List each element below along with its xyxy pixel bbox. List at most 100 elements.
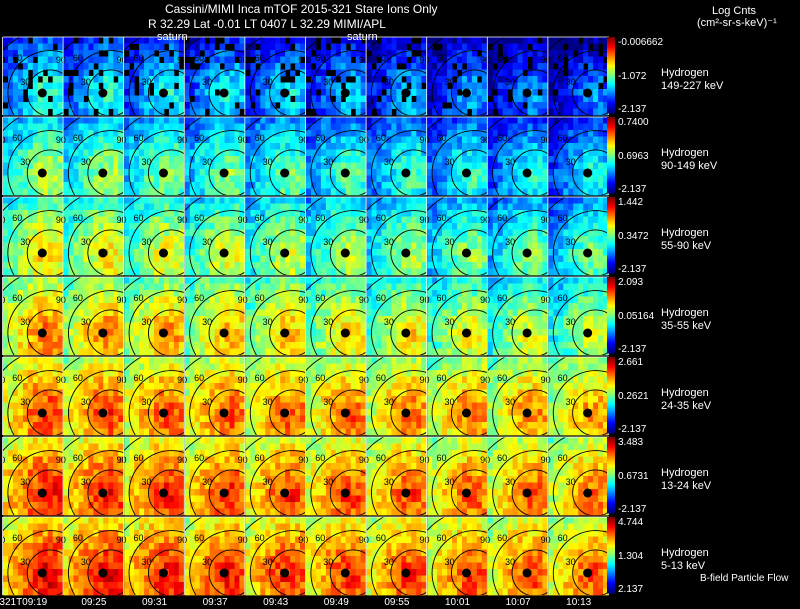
colorbar-max-value: 2.093	[618, 277, 644, 288]
contour-label: 60	[255, 213, 265, 223]
heatmap-panel: 30 60 90	[238, 197, 306, 276]
heatmap-panel: 30 60 90	[419, 37, 488, 116]
species-label: Hydrogen	[661, 307, 709, 319]
contour-label: 30	[141, 237, 151, 247]
heatmap-panel: 30 60 90	[238, 357, 306, 436]
heatmap-panel: 30 60 90	[359, 117, 427, 196]
contour-label: 60	[73, 453, 83, 463]
units-label: Log Cnts	[712, 5, 757, 17]
heatmap-panel: 30 60 90	[0, 197, 63, 276]
colorbar-mid-value: 0.6963	[618, 151, 649, 162]
contour-label: 90	[419, 455, 429, 465]
contour-label: 60	[255, 373, 265, 383]
contour-label: 30	[505, 237, 515, 247]
contour-label: 30	[202, 77, 212, 87]
colorbar-max-value: 3.483	[618, 437, 644, 448]
contour-label: 30	[20, 77, 30, 87]
contour-label: 30	[566, 557, 576, 567]
contour-label: 30	[20, 317, 30, 327]
heatmap-panel: 30 60 90	[480, 117, 548, 196]
time-tick-label: 09:55	[384, 597, 410, 608]
colorbar-mid-value: 0.05164	[618, 311, 655, 322]
contour-label: 90	[177, 375, 187, 385]
contour-label: 30	[505, 317, 515, 327]
contour-label: 60	[133, 453, 143, 463]
contour-label: 60	[376, 133, 386, 143]
contour-label: 30	[20, 477, 30, 487]
contour-label: 60	[12, 213, 22, 223]
heatmap-panel: 30 60 90	[238, 277, 306, 356]
energy-range-label: 13-24 keV	[661, 480, 712, 492]
contour-label: 30	[202, 237, 212, 247]
heatmap-panel: 30 60 90	[177, 437, 245, 516]
contour-label: 90	[419, 135, 429, 145]
contour-label: 30	[444, 477, 454, 487]
contour-label: 30	[81, 237, 91, 247]
contour-label: 90	[238, 135, 248, 145]
contour-label: 90	[56, 55, 66, 65]
contour-label: 60	[436, 133, 446, 143]
contour-label: 30	[141, 77, 151, 87]
contour-label: 30	[202, 557, 212, 567]
heatmap-panel: 30 60 90	[238, 437, 306, 516]
contour-label: 90	[541, 215, 551, 225]
contour-label: 30	[141, 317, 151, 327]
contour-label: 90	[541, 535, 551, 545]
contour-label: 60	[436, 453, 446, 463]
contour-label: 30	[323, 237, 333, 247]
heatmap-panel: 30 60 90	[419, 437, 488, 516]
contour-label: 90	[419, 55, 429, 65]
contour-label: 90	[116, 215, 126, 225]
contour-label: 60	[12, 533, 22, 543]
heatmap-panel: 30 60 90	[541, 117, 609, 196]
heatmap-panel: 30 60 90	[56, 37, 124, 116]
contour-label: 90	[359, 295, 369, 305]
contour-label: 60	[73, 293, 83, 303]
contour-label: 60	[497, 213, 507, 223]
contour-label: 60	[133, 53, 143, 63]
contour-label: 30	[384, 77, 394, 87]
species-label: Hydrogen	[661, 547, 709, 559]
contour-label: 90	[419, 215, 429, 225]
heatmap-panel: 30 60 90	[116, 277, 185, 356]
contour-label: 90	[177, 215, 187, 225]
contour-label: 30	[505, 477, 515, 487]
orbit-info: R 32.29 Lat -0.01 LT 0407 L 32.29 MIMI/A…	[148, 17, 386, 31]
contour-label: 60	[436, 213, 446, 223]
contour-label: 60	[315, 213, 325, 223]
contour-label: 90	[359, 55, 369, 65]
colorbar-max-value: 4.744	[618, 517, 644, 528]
contour-label: 60	[194, 533, 204, 543]
contour-label: 30	[566, 157, 576, 167]
contour-label: 60	[315, 293, 325, 303]
contour-label: 90	[298, 455, 308, 465]
contour-label: 60	[315, 533, 325, 543]
contour-label: 60	[436, 293, 446, 303]
contour-label: 30	[20, 237, 30, 247]
time-tick-label: 09:37	[202, 597, 228, 608]
contour-label: 60	[376, 453, 386, 463]
contour-label: 60	[73, 533, 83, 543]
heatmap-panel: 30 60 90	[0, 517, 63, 596]
colorbar-min-value: -2.137	[618, 424, 647, 435]
contour-label: 60	[558, 453, 568, 463]
contour-label: 30	[384, 557, 394, 567]
heatmap-panel: 30 60 90	[56, 437, 124, 516]
contour-label: 60	[255, 293, 265, 303]
contour-label: 90	[541, 455, 551, 465]
colorbar-max-value: 2.661	[618, 357, 644, 368]
heatmap-panel: 30 60 90	[480, 277, 548, 356]
contour-label: 60	[12, 293, 22, 303]
contour-label: 30	[566, 477, 576, 487]
heatmap-panel: 30 60 90	[359, 277, 427, 356]
contour-label: 60	[558, 533, 568, 543]
contour-label: 30	[263, 557, 273, 567]
contour-label: 90	[56, 535, 66, 545]
contour-label: 30	[20, 157, 30, 167]
contour-label: 30	[263, 77, 273, 87]
contour-label: 60	[12, 453, 22, 463]
contour-label: 30	[384, 157, 394, 167]
contour-label: 30	[444, 317, 454, 327]
contour-label: 90	[116, 535, 126, 545]
